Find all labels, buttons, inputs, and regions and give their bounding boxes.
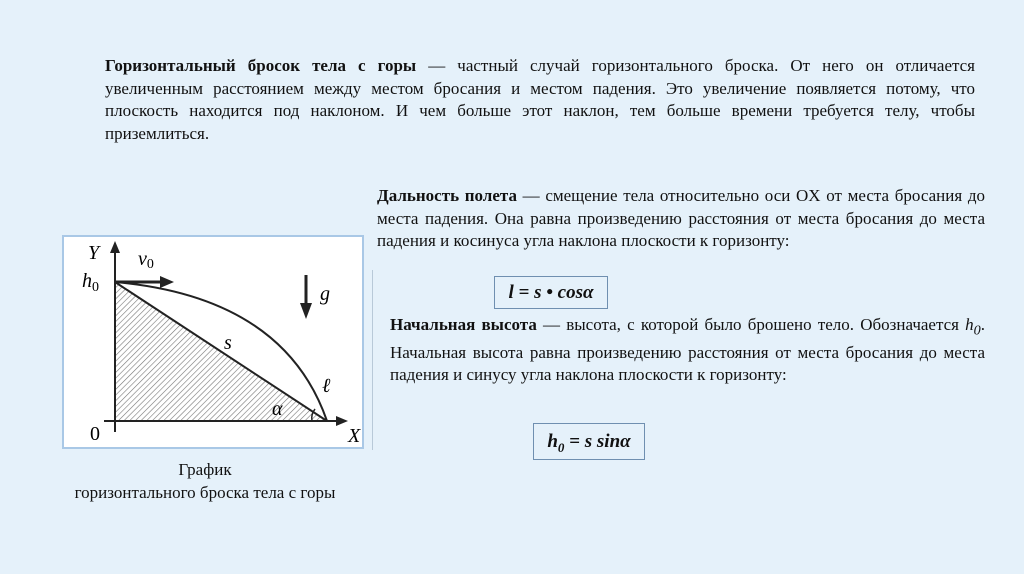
height-formula: h0 = s sinα — [533, 423, 645, 460]
throw-diagram: Y X 0 h0 v0 g s ℓ α — [62, 235, 364, 449]
range-paragraph: Дальность полета — смещение тела относит… — [377, 185, 985, 253]
diagram-caption: График горизонтального броска тела с горы — [40, 458, 370, 504]
caption-line-1: График — [178, 460, 232, 479]
h0-label-letter: h — [82, 270, 92, 292]
formula-sub: 0 — [557, 439, 565, 455]
s-label: s — [224, 332, 232, 354]
height-text: — высота, с которой было брошено тело. О… — [536, 315, 966, 334]
height-text-2: . Начальная высота равна произведению ра… — [390, 315, 985, 385]
h0-symbol: h — [965, 315, 974, 334]
formula-rhs: = s sinα — [564, 431, 631, 452]
intro-term: Горизонтальный бросок тела с горы — [105, 56, 417, 75]
formula-lhs: h — [547, 431, 558, 452]
x-axis-arrowhead — [336, 416, 348, 426]
range-term: Дальность полета — [377, 186, 517, 205]
v0-arrowhead — [160, 276, 174, 288]
v0-label-letter: v — [138, 248, 147, 270]
g-arrowhead — [300, 303, 312, 319]
caption-line-2: горизонтального броска тела с горы — [74, 483, 336, 502]
v0-label-sub: 0 — [147, 257, 154, 272]
trajectory — [114, 281, 328, 422]
range-text: — смещение тела относительно оси OX от м… — [377, 186, 985, 250]
intro-paragraph: Горизонтальный бросок тела с горы — част… — [105, 55, 975, 145]
h0-label-sub: 0 — [92, 280, 99, 295]
slope-triangle — [114, 280, 331, 422]
l-label: ℓ — [322, 375, 331, 397]
v0-label: v0 — [138, 248, 154, 272]
x-label: X — [347, 425, 361, 447]
height-paragraph: Начальная высота — высота, с которой был… — [390, 314, 985, 387]
g-label: g — [320, 283, 330, 305]
range-formula: l = s • cosα — [494, 276, 608, 309]
y-label: Y — [88, 242, 101, 264]
height-term: Начальная высота — [390, 315, 537, 334]
origin-label: 0 — [90, 423, 100, 445]
y-axis-arrowhead — [110, 241, 120, 253]
h0-label: h0 — [82, 270, 99, 295]
alpha-angle-arc — [311, 408, 316, 422]
h0-sub: 0 — [973, 322, 981, 339]
divider — [372, 270, 373, 450]
intro-text: — частный случай горизонтального броска.… — [105, 56, 975, 143]
alpha-label: α — [272, 398, 283, 420]
